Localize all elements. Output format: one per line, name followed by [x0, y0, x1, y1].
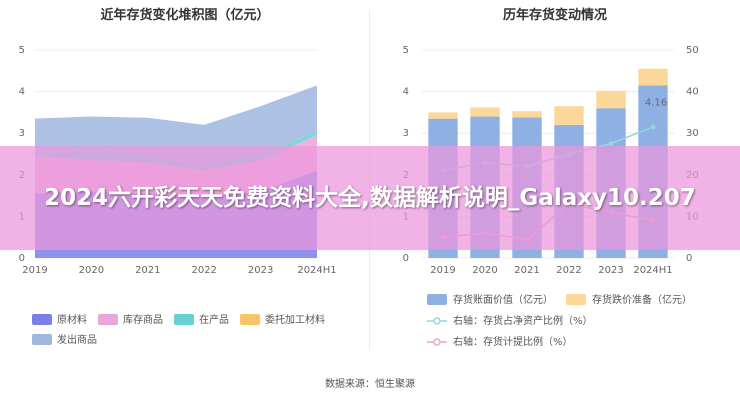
data-label: 4.16	[645, 97, 667, 108]
legend-swatch	[427, 294, 447, 305]
y-tick-label: 0	[19, 253, 25, 264]
legend-label: 存货账面价值（亿元）	[453, 293, 553, 306]
y-tick-label: 3	[19, 128, 25, 139]
legend-label: 库存商品	[123, 313, 163, 326]
legend-swatch	[240, 314, 260, 325]
x-tick-label: 2020	[79, 265, 104, 276]
y-tick-label: 5	[403, 45, 409, 56]
bar-segment	[428, 112, 458, 119]
bar-segment	[554, 106, 584, 125]
legend-marker	[433, 338, 441, 346]
x-tick-label: 2023	[598, 265, 623, 276]
bar-segment	[470, 107, 500, 117]
bar-segment	[638, 68, 668, 86]
data-source-note: 数据来源：恒生聚源	[325, 379, 415, 390]
bar-segment	[596, 90, 626, 109]
x-tick-label: 2024H1	[633, 265, 672, 276]
x-tick-label: 2021	[135, 265, 160, 276]
y-tick-label: 5	[19, 45, 25, 56]
legend-label: 存货跌价准备（亿元）	[592, 293, 692, 306]
y-tick-label: 4	[403, 87, 409, 98]
x-tick-label: 2019	[22, 265, 47, 276]
x-tick-label: 2022	[191, 265, 216, 276]
legend-swatch	[32, 314, 52, 325]
y-tick-label: 4	[19, 87, 25, 98]
legend-label: 右轴：存货占净资产比例（%）	[453, 314, 593, 327]
legend-label: 原材料	[57, 313, 87, 326]
legend-swatch	[32, 334, 52, 345]
y2-tick-label: 40	[686, 87, 699, 98]
legend-label: 委托加工材料	[265, 313, 325, 326]
legend-swatch	[174, 314, 194, 325]
promo-overlay-banner: 2024六开彩天天免费资料大全,数据解析说明_Galaxy10.207	[0, 146, 740, 250]
y-tick-label: 3	[403, 128, 409, 139]
y2-tick-label: 50	[686, 45, 699, 56]
bar-segment	[512, 111, 542, 118]
legend-swatch	[566, 294, 586, 305]
y2-tick-label: 30	[686, 128, 699, 139]
area-series	[35, 85, 317, 166]
legend-label: 右轴：存货计提比例（%）	[453, 335, 573, 348]
x-tick-label: 2019	[430, 265, 455, 276]
x-tick-label: 2024H1	[297, 265, 336, 276]
overlay-headline: 2024六开彩天天免费资料大全,数据解析说明_Galaxy10.207	[44, 185, 696, 211]
y-tick-label: 0	[403, 253, 409, 264]
x-tick-label: 2020	[472, 265, 497, 276]
left-chart-title: 近年存货变化堆积图（亿元）	[100, 8, 270, 23]
y2-tick-label: 0	[686, 253, 692, 264]
x-tick-label: 2022	[556, 265, 581, 276]
legend-label: 发出商品	[57, 333, 97, 346]
right-chart-title: 历年存货变动情况	[502, 8, 607, 23]
line-point	[608, 141, 614, 147]
x-tick-label: 2021	[514, 265, 539, 276]
legend-label: 在产品	[199, 313, 229, 326]
x-tick-label: 2023	[248, 265, 273, 276]
line-point	[650, 124, 656, 130]
legend-swatch	[98, 314, 118, 325]
legend-marker	[433, 317, 441, 325]
